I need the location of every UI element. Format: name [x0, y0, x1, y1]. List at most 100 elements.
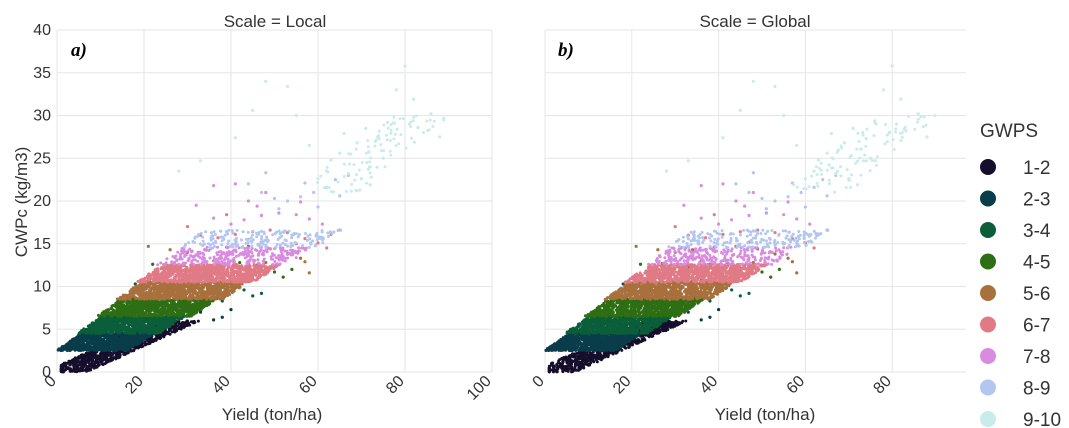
data-point — [191, 294, 195, 298]
data-point — [67, 343, 71, 347]
data-point — [76, 343, 80, 347]
data-point — [137, 289, 141, 293]
data-point — [303, 260, 307, 264]
data-point — [176, 308, 180, 312]
data-point — [78, 369, 82, 373]
data-point — [112, 321, 116, 325]
data-point — [91, 364, 95, 368]
data-point — [80, 353, 84, 357]
data-point — [141, 310, 145, 314]
data-point — [198, 290, 202, 294]
data-point — [303, 237, 307, 241]
data-point — [126, 348, 130, 352]
data-point — [90, 357, 94, 361]
data-point — [131, 310, 135, 314]
data-point — [177, 321, 181, 325]
data-point — [194, 311, 198, 315]
data-point — [229, 285, 233, 289]
data-point — [123, 337, 127, 341]
data-point — [251, 294, 255, 298]
data-point — [97, 327, 101, 331]
data-point — [259, 291, 264, 295]
data-point — [147, 342, 151, 346]
data-point — [163, 283, 167, 287]
data-point — [70, 368, 74, 372]
data-point — [143, 314, 147, 318]
data-point — [100, 357, 104, 361]
data-point — [113, 346, 117, 350]
data-point — [178, 314, 182, 318]
data-point — [164, 295, 168, 299]
data-point — [144, 343, 148, 347]
data-point — [123, 342, 127, 346]
data-point — [84, 363, 88, 367]
data-point — [167, 321, 171, 325]
data-point — [229, 289, 233, 293]
data-point — [132, 291, 136, 295]
data-point — [220, 293, 224, 297]
data-point — [118, 326, 122, 330]
data-point — [128, 328, 132, 332]
data-point — [133, 338, 137, 342]
data-point — [106, 336, 110, 340]
data-point — [118, 309, 122, 313]
data-point — [117, 318, 121, 322]
data-point — [88, 334, 92, 338]
scatter-points — [56, 64, 446, 374]
data-point — [86, 324, 90, 328]
data-point — [151, 312, 155, 316]
data-point — [106, 341, 110, 345]
data-point — [172, 326, 176, 330]
data-point — [60, 344, 64, 348]
data-point — [111, 356, 115, 360]
data-point — [172, 308, 176, 312]
data-point — [128, 301, 132, 305]
data-point — [133, 306, 137, 310]
data-point — [70, 337, 74, 341]
data-point — [155, 309, 159, 313]
data-point — [159, 284, 163, 288]
data-point — [238, 260, 242, 265]
data-point — [185, 292, 189, 296]
data-point — [168, 248, 172, 252]
data-point — [216, 294, 220, 298]
data-point — [290, 267, 294, 271]
data-point — [112, 325, 116, 329]
data-point — [93, 331, 97, 335]
data-point — [154, 295, 158, 299]
data-point — [196, 319, 200, 323]
data-point — [102, 340, 106, 344]
data-point — [91, 345, 95, 349]
data-point — [142, 286, 146, 290]
data-point — [187, 295, 191, 299]
data-point — [151, 323, 155, 327]
data-point — [212, 318, 216, 322]
data-point — [83, 360, 87, 364]
data-point — [209, 288, 213, 292]
data-point — [138, 322, 142, 326]
data-point — [152, 331, 156, 335]
data-point — [147, 305, 151, 309]
data-point — [167, 284, 171, 288]
data-point — [145, 319, 149, 323]
data-point — [139, 326, 143, 330]
data-point — [98, 347, 102, 351]
data-point — [149, 308, 153, 312]
data-point — [174, 322, 178, 326]
data-point — [144, 325, 148, 329]
data-point — [123, 304, 127, 308]
data-point — [147, 320, 151, 324]
data-point — [216, 236, 220, 240]
data-point — [98, 330, 102, 334]
data-point — [215, 283, 219, 287]
data-point — [195, 305, 199, 309]
data-point — [128, 290, 132, 294]
data-point — [95, 320, 99, 324]
data-point — [158, 336, 162, 340]
data-point — [165, 318, 169, 322]
data-point — [78, 360, 82, 364]
data-point — [109, 314, 113, 318]
data-point — [128, 340, 132, 344]
data-point — [80, 363, 84, 367]
